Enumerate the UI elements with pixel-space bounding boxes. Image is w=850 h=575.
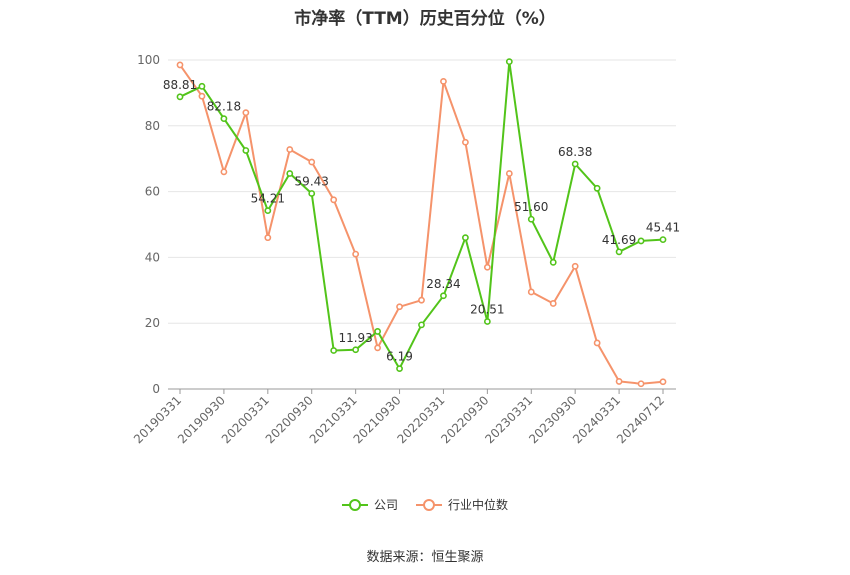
company-data-label: 59.43 bbox=[295, 174, 329, 188]
company-point bbox=[418, 321, 425, 329]
company-data-label: 54.21 bbox=[251, 192, 285, 206]
company-point bbox=[462, 234, 469, 242]
company-point bbox=[198, 82, 206, 90]
industry-median-point bbox=[374, 344, 381, 352]
industry-median-point bbox=[220, 168, 228, 176]
industry-median-point bbox=[462, 138, 469, 146]
industry-median-point bbox=[549, 300, 557, 307]
industry-median-point bbox=[286, 146, 294, 153]
y-tick-label: 60 bbox=[145, 185, 160, 199]
industry-median-point bbox=[242, 109, 250, 117]
company-data-label: 88.81 bbox=[163, 78, 197, 92]
company-data-label: 82.18 bbox=[207, 100, 241, 114]
company-point bbox=[220, 115, 228, 123]
company-point bbox=[571, 160, 579, 168]
company-data-label: 41.69 bbox=[602, 233, 636, 247]
industry-median-point bbox=[264, 234, 272, 242]
industry-median-point bbox=[330, 196, 338, 204]
company-data-label: 28.34 bbox=[426, 277, 460, 291]
industry-median-point bbox=[418, 296, 425, 304]
industry-median-point bbox=[659, 378, 667, 386]
industry-median-point bbox=[527, 288, 535, 296]
company-data-label: 20.51 bbox=[470, 303, 504, 317]
company-point bbox=[352, 346, 360, 354]
industry-median-point bbox=[637, 380, 645, 388]
y-tick-label: 40 bbox=[145, 250, 160, 264]
industry-median-point bbox=[198, 92, 206, 100]
company-point bbox=[176, 93, 184, 101]
industry-median-point bbox=[308, 158, 316, 166]
company-point bbox=[593, 184, 601, 192]
company-point bbox=[615, 248, 623, 256]
industry-median-point bbox=[176, 61, 184, 69]
legend-company-label: 公司 bbox=[373, 498, 398, 512]
company-data-label: 51.60 bbox=[514, 200, 548, 214]
industry-median-point bbox=[615, 378, 623, 385]
y-tick-label: 20 bbox=[145, 316, 160, 330]
company-point bbox=[264, 207, 272, 215]
y-tick-label: 0 bbox=[152, 382, 160, 396]
company-data-label: 45.41 bbox=[646, 221, 680, 235]
company-data-label: 11.93 bbox=[338, 331, 372, 345]
legend: 公司 行业中位数 bbox=[0, 496, 850, 513]
industry-median-point bbox=[352, 250, 360, 258]
company-point bbox=[242, 147, 250, 154]
industry-median-point bbox=[396, 303, 403, 311]
company-point bbox=[483, 318, 491, 325]
series-lines bbox=[176, 58, 667, 388]
grid-lines bbox=[168, 59, 676, 324]
company-data-label: 6.19 bbox=[386, 350, 413, 364]
series-line-industry-median bbox=[179, 64, 664, 385]
legend-company-swatch bbox=[341, 498, 368, 512]
company-point bbox=[505, 58, 513, 66]
industry-median-point bbox=[593, 339, 601, 347]
y-tick-label: 80 bbox=[145, 119, 160, 133]
company-point bbox=[637, 237, 645, 245]
y-tick-label: 100 bbox=[137, 53, 160, 67]
industry-median-point bbox=[571, 262, 579, 270]
legend-item-company[interactable]: 公司 bbox=[341, 496, 398, 513]
company-point bbox=[549, 258, 557, 266]
industry-median-point bbox=[505, 170, 513, 177]
industry-median-point bbox=[483, 263, 491, 271]
company-point bbox=[308, 190, 316, 197]
legend-industry-label: 行业中位数 bbox=[448, 498, 509, 512]
legend-industry-swatch bbox=[416, 498, 442, 512]
company-point bbox=[396, 365, 403, 373]
x-tick-label: 20240712 bbox=[614, 393, 667, 446]
legend-item-industry-median[interactable]: 行业中位数 bbox=[416, 496, 508, 513]
data-labels: 88.81 82.18 54.21 59.43 11.93 6.19 28.34 20.51 5… bbox=[163, 78, 680, 364]
company-point bbox=[440, 292, 447, 300]
company-point bbox=[286, 170, 294, 177]
source-note: 数据来源：恒生聚源 bbox=[366, 550, 484, 565]
company-point bbox=[527, 215, 535, 223]
company-point bbox=[659, 236, 667, 244]
company-data-label: 68.38 bbox=[558, 145, 592, 159]
industry-median-point bbox=[440, 77, 447, 85]
chart-title: 市净率（TTM）历史百分位（%） bbox=[294, 9, 556, 29]
company-point bbox=[374, 328, 381, 335]
company-point bbox=[330, 347, 338, 354]
